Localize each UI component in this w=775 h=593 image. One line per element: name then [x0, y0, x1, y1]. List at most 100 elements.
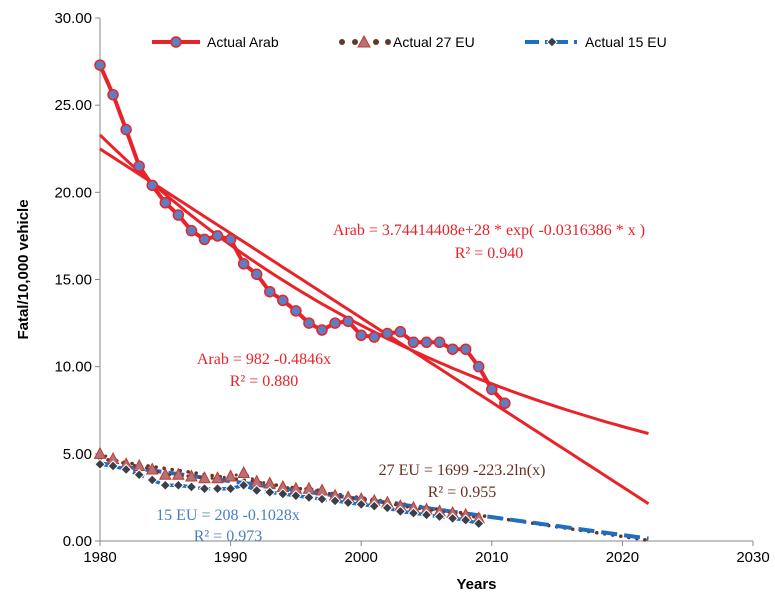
legend-swatch-actual-27eu-dot-1	[339, 39, 345, 45]
data-point-actual-arab	[446, 343, 459, 355]
data-point-actual-15eu	[355, 498, 367, 511]
data-point-actual-27eu	[237, 465, 250, 479]
legend-label-actual-27eu: Actual 27 EU	[393, 34, 475, 50]
data-point-actual-arab	[394, 326, 407, 338]
data-point-actual-arab	[303, 317, 315, 329]
data-point-actual-15eu	[277, 488, 289, 500]
data-point-actual-arab	[133, 160, 145, 172]
data-point-actual-15eu	[198, 482, 211, 495]
legend-label-actual-arab: Actual Arab	[207, 34, 279, 50]
data-point-actual-arab	[368, 331, 381, 343]
data-point-actual-arab	[277, 294, 289, 307]
data-point-actual-arab	[290, 305, 302, 317]
data-point-actual-arab	[146, 179, 158, 192]
data-point-actual-27eu	[211, 471, 224, 484]
series-line-actual-15eu	[99, 462, 480, 526]
data-point-actual-27eu	[224, 469, 237, 482]
trendline-exponential-1	[98, 133, 649, 435]
data-point-actual-15eu	[394, 505, 407, 518]
data-point-actual-27eu	[263, 476, 277, 489]
data-point-actual-15eu	[342, 496, 354, 509]
data-point-actual-27eu	[158, 467, 172, 480]
axes: 0.00 5.00 10.00 15.00 20.00 25.00 30.00 1980 199…	[15, 10, 770, 593]
data-point-actual-arab	[381, 327, 394, 340]
data-point-actual-arab	[316, 324, 328, 336]
data-point-actual-15eu	[159, 479, 172, 491]
data-point-actual-15eu	[185, 481, 198, 493]
series-layer	[93, 59, 511, 530]
data-point-actual-arab	[120, 123, 132, 136]
data-point-actual-15eu	[133, 469, 145, 481]
data-point-actual-15eu	[251, 484, 263, 497]
legend-swatch-actual-15eu-marker	[546, 36, 558, 48]
legend: Actual Arab Actual 27 EU Actual 15 EU	[152, 34, 667, 50]
data-point-actual-arab	[237, 258, 250, 270]
x-tick-label: 1980	[83, 549, 116, 566]
data-point-actual-arab	[459, 343, 472, 355]
data-point-actual-15eu	[146, 474, 158, 486]
data-point-actual-15eu	[172, 479, 185, 491]
data-point-actual-arab	[420, 336, 433, 349]
data-point-actual-27eu	[145, 462, 159, 475]
data-point-actual-arab	[94, 59, 106, 71]
x-tick-label: 1990	[214, 549, 247, 566]
y-axis-title: Fatal/10,000 vehicle	[15, 199, 32, 339]
x-tick-label: 2000	[345, 549, 378, 566]
eu27-equation: 27 EU = 1699 -223.2ln(x)	[379, 462, 546, 479]
data-point-actual-15eu	[237, 479, 250, 491]
data-point-actual-15eu	[303, 491, 315, 504]
legend-swatch-actual-arab-marker	[170, 36, 182, 48]
data-point-actual-15eu	[473, 517, 485, 530]
data-point-actual-15eu	[211, 482, 224, 495]
data-point-actual-15eu	[420, 509, 433, 521]
y-tick-label: 0.00	[63, 533, 92, 550]
x-tick-label: 2030	[736, 549, 769, 566]
legend-label-actual-15eu: Actual 15 EU	[585, 34, 667, 50]
data-point-actual-arab	[264, 285, 276, 298]
data-point-actual-arab	[185, 224, 198, 237]
eu15-equation: 15 EU = 208 -0.1028x	[156, 507, 300, 524]
data-point-actual-arab	[172, 209, 185, 221]
data-point-actual-15eu	[316, 493, 328, 505]
legend-swatch-actual-27eu-dot-4	[385, 39, 391, 45]
data-point-actual-15eu	[329, 495, 341, 507]
arab-exp-r2: R² = 0.940	[455, 245, 524, 262]
data-point-actual-arab	[107, 88, 119, 101]
y-tick-label: 15.00	[54, 272, 92, 289]
x-tick-label: 2010	[475, 549, 508, 566]
data-point-actual-arab	[342, 315, 354, 328]
data-point-actual-arab	[499, 397, 511, 410]
data-point-actual-arab	[329, 317, 341, 329]
data-point-actual-15eu	[459, 514, 472, 526]
data-point-actual-15eu	[368, 500, 380, 512]
y-tick-label: 30.00	[54, 10, 92, 27]
data-point-actual-15eu	[107, 460, 119, 472]
data-point-actual-arab	[211, 230, 224, 242]
data-point-actual-arab	[433, 336, 446, 349]
y-tick-label: 25.00	[54, 97, 92, 114]
y-tick-label: 20.00	[54, 184, 92, 201]
arab-exp-equation: Arab = 3.74414408e+28 * exp( -0.0316386 …	[333, 222, 645, 239]
data-point-actual-27eu	[172, 467, 185, 480]
data-point-actual-15eu	[94, 458, 106, 471]
trendline-linear-0	[99, 147, 650, 505]
data-point-actual-15eu	[433, 510, 446, 523]
x-axis-title: Years	[456, 576, 496, 593]
legend-swatch-actual-27eu-dot-2	[352, 39, 358, 45]
data-point-actual-27eu	[198, 471, 211, 484]
eu27-r2: R² = 0.955	[428, 484, 497, 501]
data-point-actual-27eu	[185, 469, 198, 482]
data-point-actual-27eu	[93, 446, 107, 459]
data-point-actual-15eu	[120, 463, 132, 476]
y-tick-label: 10.00	[54, 359, 92, 376]
arab-linear-r2: R² = 0.880	[230, 373, 299, 390]
data-point-actual-arab	[198, 233, 211, 246]
arab-linear-equation: Arab = 982 -0.4846x	[197, 351, 331, 368]
data-point-actual-15eu	[264, 486, 276, 498]
eu15-r2: R² = 0.973	[194, 528, 263, 545]
legend-swatch-actual-27eu-dot-3	[373, 39, 379, 45]
y-tick-label: 5.00	[63, 446, 92, 463]
x-tick-label: 2020	[606, 549, 639, 566]
data-point-actual-15eu	[446, 512, 459, 525]
